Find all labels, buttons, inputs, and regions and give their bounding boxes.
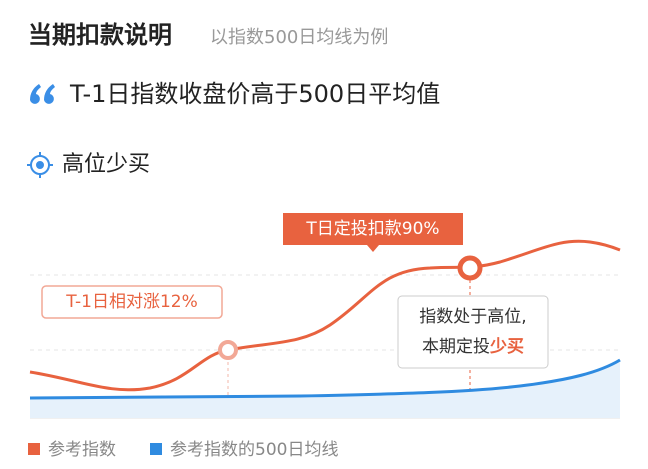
point-marker [457, 255, 483, 281]
legend: 参考指数 参考指数的500日均线 [28, 440, 338, 460]
label-box [41, 285, 223, 319]
index-line [29, 239, 621, 392]
point-marker [218, 340, 238, 360]
chart: T-1日相对涨12% T日定投扣款90% 指数处于高位, 本期定投少买 [29, 213, 621, 419]
note-line: 指数处于高位, [419, 307, 526, 327]
note-highlight: 少买 [489, 337, 524, 357]
note-line: 本期定投少买 [422, 337, 524, 357]
average-line [29, 358, 621, 400]
legend-swatch [28, 443, 40, 455]
subtitle: 以指数500日均线为例 [210, 27, 388, 48]
quote-icon [30, 84, 55, 104]
target-icon [27, 152, 53, 178]
label-box [283, 213, 463, 252]
section-title: 高位少买 [62, 152, 150, 177]
legend-swatch [150, 443, 162, 455]
top-label: T日定投扣款90% [305, 219, 439, 239]
left-label: T-1日相对涨12% [65, 292, 198, 312]
note-text: 本期定投 [422, 337, 490, 357]
note-box [397, 295, 549, 369]
average-area [30, 360, 620, 418]
condition: T-1日指数收盘价高于500日平均值 [69, 80, 440, 108]
title: 当期扣款说明 [28, 21, 172, 49]
legend-label: 参考指数 [48, 440, 116, 460]
legend-label: 参考指数的500日均线 [170, 440, 338, 460]
